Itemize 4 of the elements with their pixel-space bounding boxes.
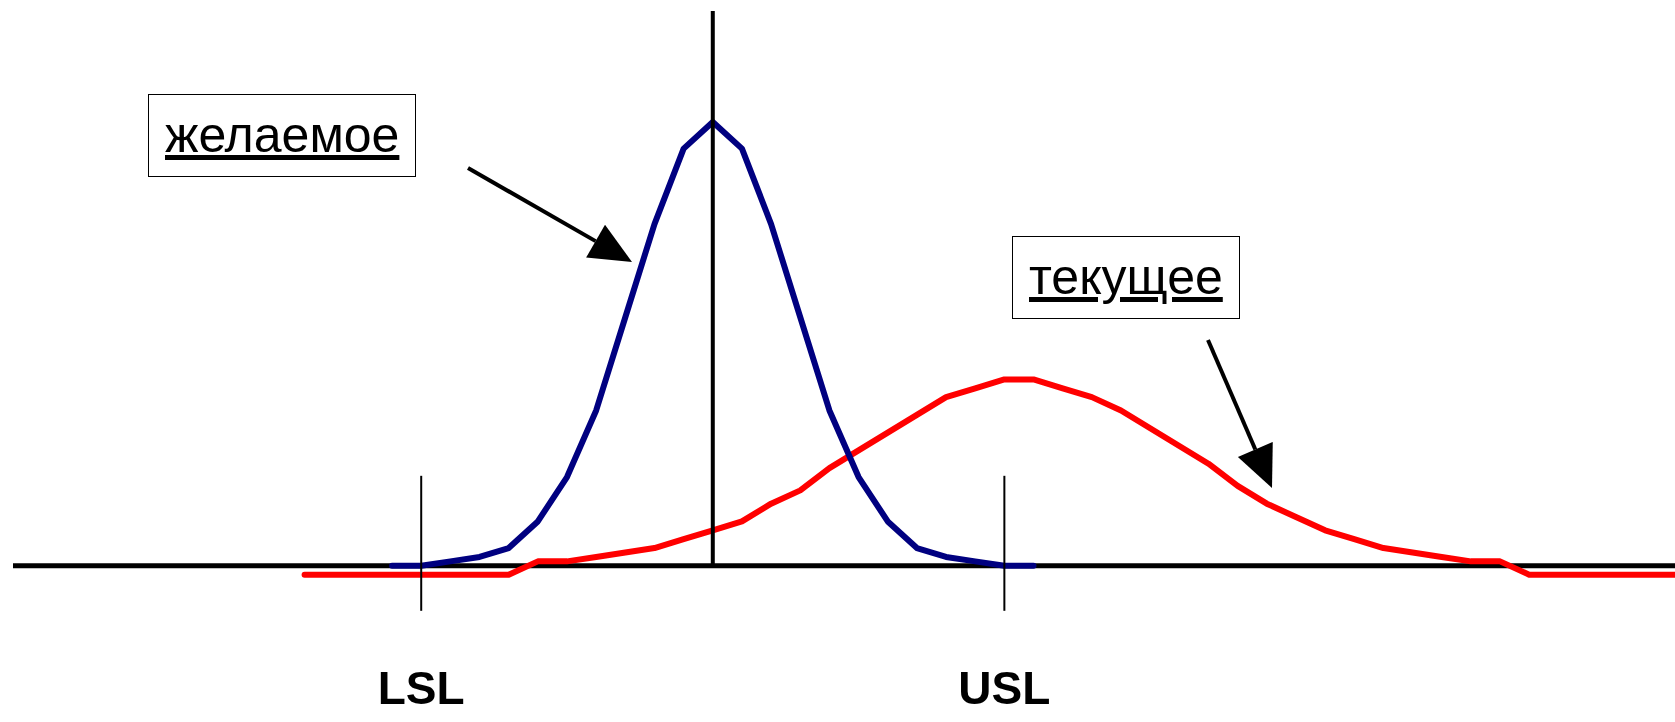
annotation: текущее bbox=[1012, 236, 1240, 319]
annotation: желаемое bbox=[148, 94, 417, 177]
x-tick-label: USL bbox=[958, 662, 1051, 715]
x-tick-label: LSL bbox=[377, 662, 465, 715]
